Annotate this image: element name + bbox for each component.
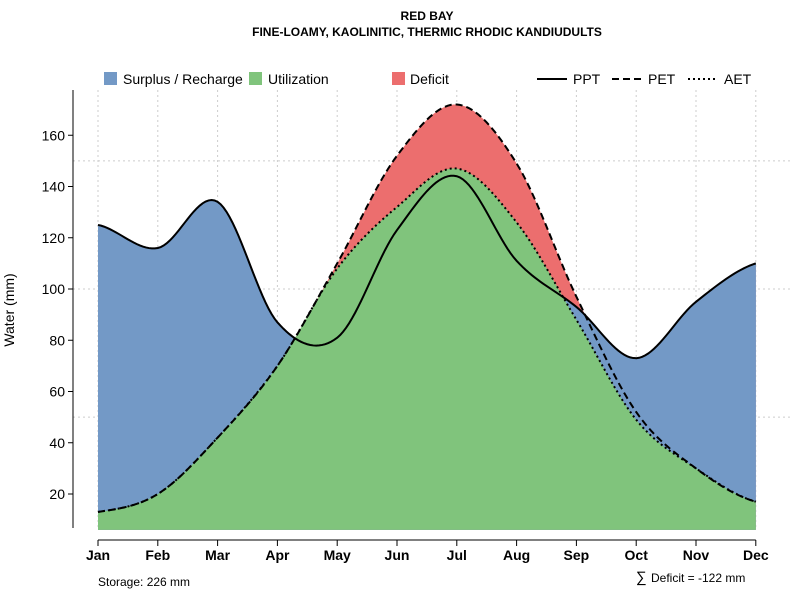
plot-area (73, 90, 790, 530)
chart-title: RED BAY (401, 9, 454, 23)
legend-swatch-deficit (392, 72, 405, 85)
legend-label-ppt: PPT (573, 71, 601, 87)
y-axis-label: Water (mm) (1, 273, 17, 346)
x-tick-label: Jul (447, 547, 467, 563)
legend-swatch-surplus (104, 72, 117, 85)
y-tick-label: 160 (42, 127, 66, 143)
legend-label-surplus: Surplus / Recharge (123, 71, 243, 87)
y-tick-label: 80 (49, 332, 65, 348)
y-axis: 20 40 60 80 100 120 140 160 (42, 90, 74, 528)
y-tick-label: 100 (42, 281, 66, 297)
x-axis: Jan Feb Mar Apr May Jun Jul Aug Sep Oct Nov Dec (86, 539, 769, 563)
x-tick-label: Dec (743, 547, 769, 563)
x-tick-label: Feb (145, 547, 170, 563)
legend-label-aet: AET (724, 71, 752, 87)
x-tick-label: Mar (205, 547, 230, 563)
y-tick-label: 60 (49, 384, 65, 400)
x-tick-label: Jun (385, 547, 410, 563)
legend-label-utilization: Utilization (268, 71, 329, 87)
y-tick-label: 40 (49, 435, 65, 451)
x-tick-label: May (324, 547, 351, 563)
x-tick-label: Sep (564, 547, 590, 563)
y-tick-label: 20 (49, 486, 65, 502)
x-tick-label: Jan (86, 547, 110, 563)
x-tick-label: Nov (683, 547, 710, 563)
y-tick-label: 120 (42, 230, 66, 246)
legend-label-pet: PET (648, 71, 676, 87)
series-line-aet (97, 167, 757, 513)
x-tick-label: Apr (265, 547, 290, 563)
deficit-sum-symbol: ∑ (636, 569, 647, 586)
series-line-pet (97, 103, 757, 513)
deficit-annotation: Deficit = -122 mm (651, 571, 745, 585)
utilization-area (98, 168, 756, 530)
storage-annotation: Storage: 226 mm (98, 575, 190, 589)
legend-swatch-utilization (249, 72, 262, 85)
y-tick-label: 140 (42, 179, 66, 195)
x-tick-label: Oct (625, 547, 649, 563)
chart-subtitle: FINE-LOAMY, KAOLINITIC, THERMIC RHODIC K… (252, 25, 602, 39)
series-line-ppt (97, 174, 757, 360)
x-tick-label: Aug (503, 547, 530, 563)
legend: Surplus / Recharge Utilization Deficit P… (104, 71, 752, 87)
legend-label-deficit: Deficit (410, 71, 449, 87)
surplus-recharge-area-upper (98, 168, 756, 512)
